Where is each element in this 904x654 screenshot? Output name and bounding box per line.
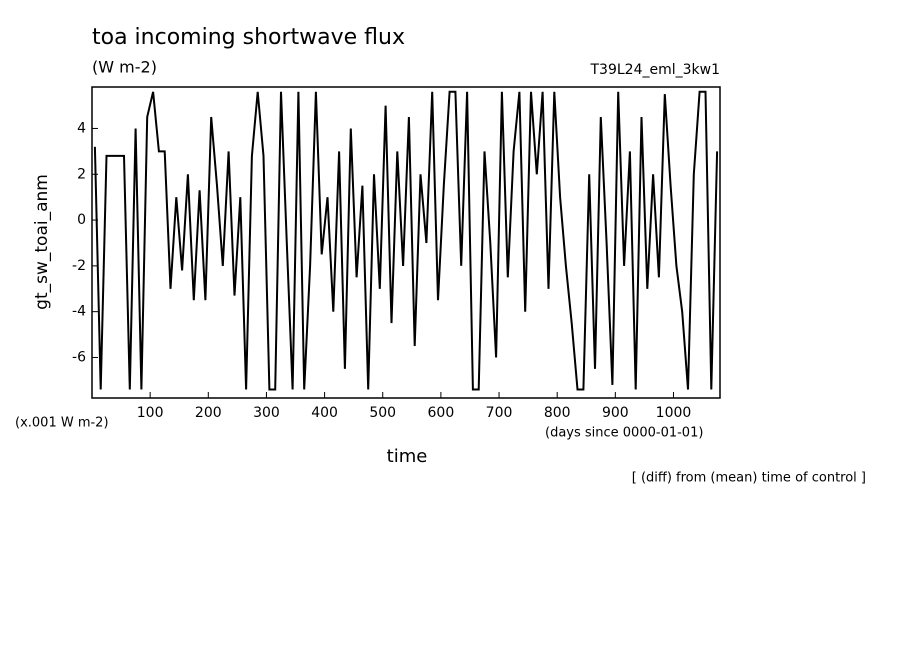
x-tick-label: 700 (486, 405, 513, 421)
x-tick-label: 600 (428, 405, 455, 421)
chart-subtitle: (W m-2) (92, 58, 157, 77)
y-tick-label: -6 (72, 349, 86, 365)
y-tick-label: 0 (77, 212, 86, 228)
run-label: T39L24_eml_3kw1 (590, 62, 721, 78)
plot-frame (91, 86, 721, 399)
x-tick-label: 100 (137, 405, 164, 421)
data-line (93, 90, 719, 391)
x-tick-label: 1000 (656, 405, 692, 421)
x-units: (days since 0000-01-01) (545, 426, 703, 441)
x-tick-label: 500 (369, 405, 396, 421)
x-axis-label: time (387, 446, 428, 467)
x-tick-label: 200 (195, 405, 222, 421)
y-tick-label: -2 (72, 258, 86, 274)
y-axis-label: gt_sw_toai_anm (32, 174, 52, 310)
footnote: [ (diff) from (mean) time of control ] (632, 471, 866, 486)
y-scale-note: (x.001 W m-2) (15, 416, 109, 431)
x-tick-label: 800 (544, 405, 571, 421)
x-tick-label: 300 (253, 405, 280, 421)
x-tick-label: 400 (311, 405, 338, 421)
y-tick-label: -4 (72, 304, 86, 320)
y-tick-label: 2 (77, 166, 86, 182)
x-tick-label: 900 (602, 405, 629, 421)
y-tick-label: 4 (77, 120, 86, 136)
chart-title: toa incoming shortwave flux (92, 25, 405, 50)
